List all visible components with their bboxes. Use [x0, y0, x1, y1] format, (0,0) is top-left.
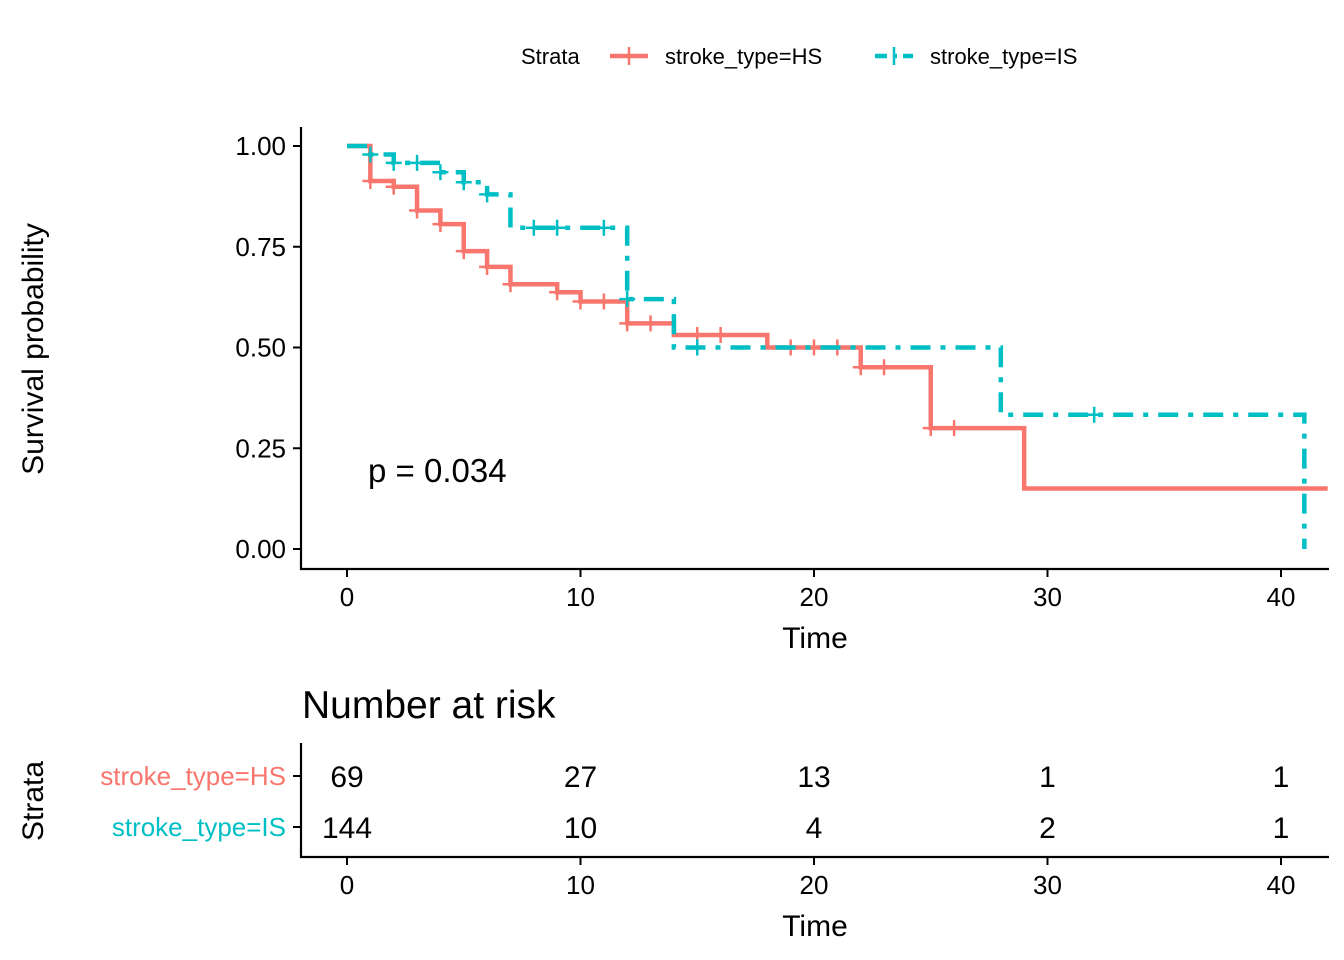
- censor-mark-stroke-type-is: [455, 174, 472, 191]
- risk-row-label-stroke-type-hs: stroke_type=HS: [100, 761, 286, 791]
- x-axis-label: Time: [782, 622, 848, 655]
- survival-plot: Survival probability 0.00 0.25 0.50 0.75 1.0…: [17, 127, 1329, 655]
- legend-label-stroke-type-hs: stroke_type=HS: [665, 44, 822, 69]
- censor-mark-stroke-type-hs: [432, 216, 449, 233]
- censor-mark-stroke-type-hs: [549, 284, 566, 301]
- y-tick-label: 0.50: [235, 333, 286, 363]
- risk-row-label-stroke-type-is: stroke_type=IS: [112, 812, 286, 842]
- censor-mark-stroke-type-hs: [455, 243, 472, 260]
- risk-count-stroke-type-is: 10: [564, 812, 597, 845]
- censor-mark-stroke-type-hs: [619, 315, 636, 332]
- risk-count-stroke-type-is: 1: [1273, 812, 1290, 845]
- legend-label-stroke-type-is: stroke_type=IS: [930, 44, 1077, 69]
- p-value-annotation: p = 0.034: [368, 452, 507, 489]
- legend-items: stroke_type=HS stroke_type=IS: [610, 44, 1077, 69]
- x-axis: 0 10 20 30 40: [340, 569, 1296, 612]
- censor-mark-stroke-type-is: [409, 154, 426, 171]
- x-tick-tick-label: 40: [1267, 582, 1296, 612]
- risk-count-stroke-type-hs: 27: [564, 761, 597, 794]
- risk-x-tick-tick-label: 10: [566, 870, 595, 900]
- y-axis: 0.00 0.25 0.50 0.75 1.00: [235, 131, 301, 564]
- survival-curves: [347, 143, 1328, 549]
- y-tick-label: 1.00: [235, 131, 286, 161]
- censor-mark-stroke-type-hs: [876, 359, 893, 376]
- risk-count-stroke-type-hs: 1: [1039, 761, 1056, 794]
- censor-mark-stroke-type-is: [432, 164, 449, 181]
- risk-x-tick-tick-label: 0: [340, 870, 354, 900]
- y-axis-label: Survival probability: [17, 223, 50, 475]
- censor-mark-stroke-type-hs: [502, 276, 519, 293]
- censor-mark-stroke-type-hs: [595, 293, 612, 310]
- censor-mark-stroke-type-hs: [479, 258, 496, 275]
- risk-table-y-label: Strata: [17, 761, 50, 841]
- risk-count-stroke-type-is: 4: [806, 812, 823, 845]
- censor-mark-stroke-type-hs: [385, 178, 402, 195]
- legend: Strata stroke_type=HS stroke_type=IS: [521, 44, 1077, 69]
- censor-mark-stroke-type-hs: [409, 202, 426, 219]
- censor-mark-stroke-type-hs: [922, 420, 939, 437]
- censor-mark-stroke-type-hs: [946, 420, 963, 437]
- x-tick-tick-label: 30: [1033, 582, 1062, 612]
- risk-x-tick-tick-label: 20: [800, 870, 829, 900]
- risk-count-stroke-type-hs: 1: [1273, 761, 1290, 794]
- risk-count-stroke-type-hs: 13: [797, 761, 830, 794]
- censor-mark-stroke-type-is: [525, 219, 542, 236]
- legend-title: Strata: [521, 44, 580, 69]
- risk-count-stroke-type-hs: 69: [330, 761, 363, 794]
- censor-mark-stroke-type-hs: [362, 173, 379, 190]
- censor-mark-stroke-type-is: [689, 339, 706, 356]
- risk-table-x-axis-label: Time: [782, 910, 848, 943]
- risk-x-tick-tick-label: 30: [1033, 870, 1062, 900]
- risk-table-rows: stroke_type=HS 69 27 13 1 1 stroke_type=IS 144 1…: [100, 761, 1289, 845]
- censor-mark-stroke-type-hs: [712, 327, 729, 344]
- censor-mark-stroke-type-is: [619, 291, 636, 308]
- censor-mark-stroke-type-is: [595, 219, 612, 236]
- risk-table-title: Number at risk: [302, 684, 556, 727]
- censor-mark-stroke-type-hs: [852, 359, 869, 376]
- risk-count-stroke-type-is: 2: [1039, 812, 1056, 845]
- censor-mark-stroke-type-is: [1086, 406, 1103, 423]
- curve-stroke-type-hs: [347, 143, 1328, 491]
- risk-x-tick-tick-label: 40: [1267, 870, 1296, 900]
- censor-mark-stroke-type-hs: [642, 315, 659, 332]
- censor-mark-stroke-type-hs: [572, 293, 589, 310]
- y-tick-label: 0.00: [235, 534, 286, 564]
- x-tick-tick-label: 10: [566, 582, 595, 612]
- x-tick-tick-label: 20: [800, 582, 829, 612]
- censor-mark-stroke-type-is: [549, 219, 566, 236]
- risk-count-stroke-type-is: 144: [322, 812, 372, 845]
- censor-mark-stroke-type-is: [362, 146, 379, 163]
- censor-mark-stroke-type-is: [479, 186, 496, 203]
- risk-table: Number at risk Strata stroke_type=HS 69 27…: [17, 684, 1329, 943]
- y-tick-label: 0.75: [235, 232, 286, 262]
- risk-table-x-axis: 0 10 20 30 40: [340, 857, 1296, 900]
- y-tick-label: 0.25: [235, 433, 286, 463]
- x-tick-tick-label: 0: [340, 582, 354, 612]
- censor-mark-stroke-type-is: [385, 154, 402, 171]
